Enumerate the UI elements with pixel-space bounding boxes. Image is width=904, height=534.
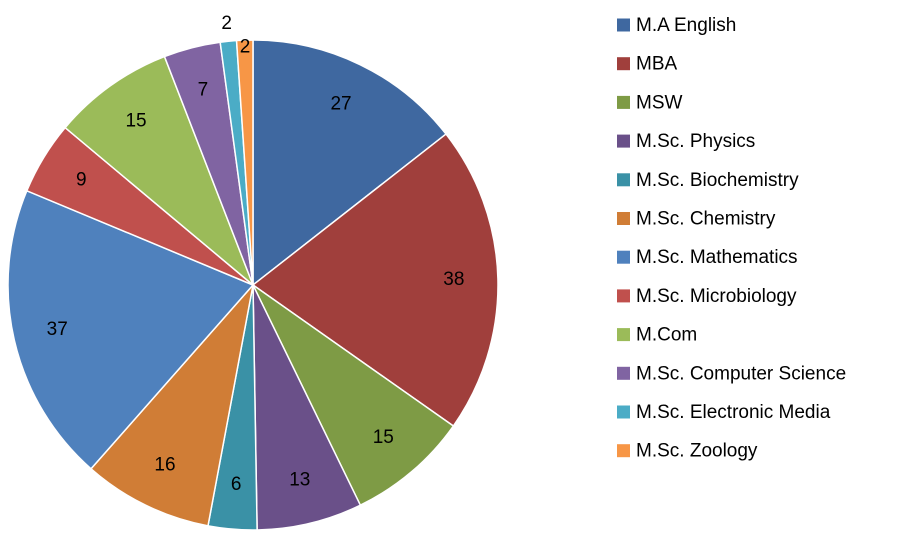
legend-swatch [617,173,630,187]
legend-label: M.Sc. Physics [636,131,755,152]
legend-label: M.Sc. Chemistry [636,209,776,230]
legend-swatch [617,328,630,342]
pie-slice [64,55,254,286]
data-label: 16 [154,455,175,476]
legend-swatch [617,95,630,109]
legend-label: M.Sc. Biochemistry [636,170,799,191]
data-label: 15 [373,427,394,448]
legend-label: M.Sc. Microbiology [636,286,797,307]
legend-swatch [617,366,630,380]
legend-label: M.Sc. Computer Science [636,363,846,384]
legend-swatch [617,18,630,32]
legend-label: M.Sc. Zoology [636,441,758,462]
data-label: 9 [76,170,87,191]
legend-label: M.Com [636,325,697,346]
data-label: 2 [221,13,232,34]
data-label: 13 [289,469,310,490]
data-label: 2 [240,36,251,57]
legend-label: MBA [636,54,678,75]
data-label: 38 [443,269,464,290]
legend-swatch [617,405,630,419]
legend-label: M.Sc. Electronic Media [636,402,831,423]
legend-label: M.Sc. Mathematics [636,247,798,268]
legend-swatch [617,250,630,264]
legend-swatch [617,289,630,303]
data-label: 6 [231,474,242,495]
legend-swatch [617,57,630,71]
pie-slice [252,39,448,287]
legend-swatch [617,444,630,458]
data-label: 37 [47,319,68,340]
pie-slice [252,284,362,531]
pie-slice [252,284,455,507]
data-label: 27 [330,93,351,114]
pie-slice [89,282,255,527]
data-label: 15 [125,111,146,132]
pie-slice [251,133,499,428]
legend-swatch [617,134,630,148]
legend-label: M.A English [636,15,736,36]
data-label: 7 [198,79,209,100]
pie-slice [235,39,254,286]
legend-label: MSW [636,92,683,113]
legend-swatch [617,212,630,225]
